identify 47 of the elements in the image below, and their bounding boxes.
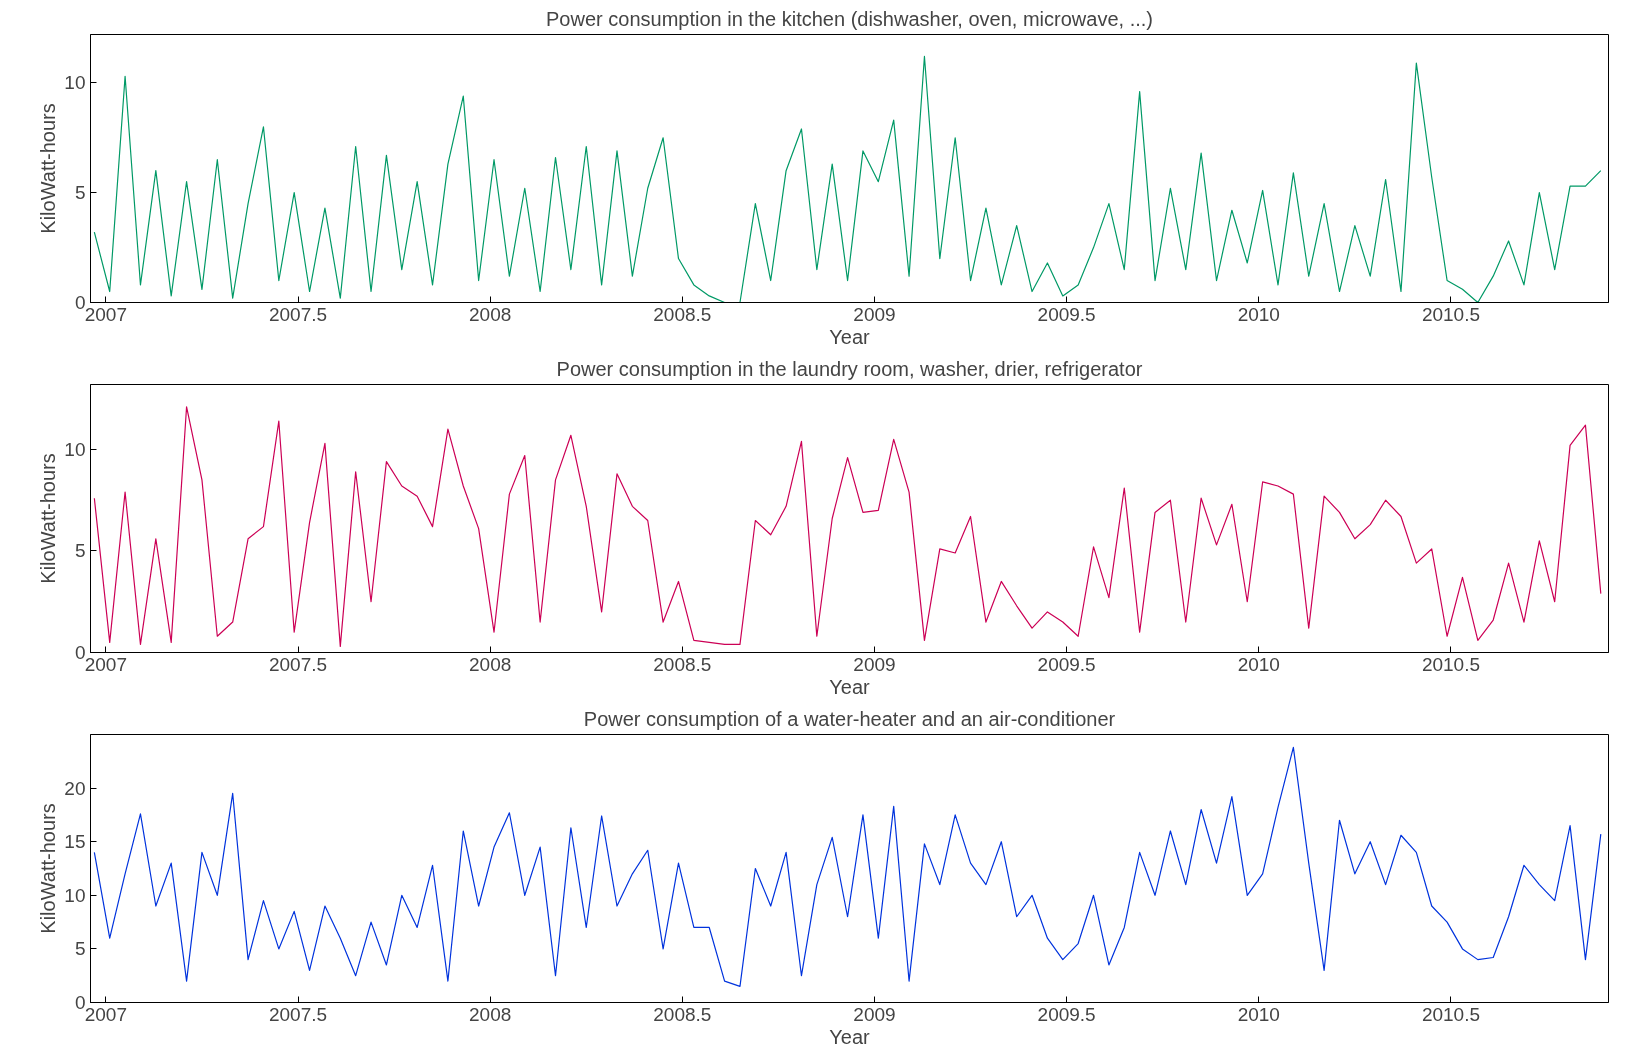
x-tick-label: 2009.5 — [1037, 653, 1096, 675]
x-tick-label: 2009 — [853, 303, 896, 325]
line-series — [93, 55, 1602, 303]
y-tick-label: 0 — [74, 292, 86, 313]
y-tick-label: 5 — [74, 182, 86, 204]
y-tick-label: 10 — [64, 438, 86, 460]
x-axis-title: Year — [829, 675, 871, 698]
x-tick-label: 2010.5 — [1421, 1003, 1480, 1025]
x-tick-label: 2007 — [84, 1003, 128, 1025]
chart-title: Power consumption in the laundry room, washer, drier, refrigerator — [556, 357, 1143, 380]
x-tick-label: 2010.5 — [1421, 653, 1480, 675]
y-tick-label: 0 — [74, 992, 86, 1013]
x-tick-label: 2008 — [469, 303, 512, 325]
y-tick-label: 5 — [74, 938, 86, 960]
x-tick-label: 2008.5 — [653, 653, 712, 675]
x-tick-label: 2008 — [469, 653, 512, 675]
y-tick-label: 10 — [64, 884, 86, 906]
x-axis-title: Year — [829, 325, 871, 348]
y-tick-label: 0 — [74, 642, 86, 663]
chart-title: Power consumption in the kitchen (dishwasher, oven, microwave, ...) — [546, 7, 1153, 30]
line-series — [93, 406, 1602, 648]
x-tick-label: 2009.5 — [1037, 303, 1096, 325]
y-tick-label: 5 — [74, 540, 86, 562]
x-tick-label: 2008 — [469, 1003, 512, 1025]
x-tick-label: 2007.5 — [268, 303, 328, 325]
x-tick-label: 2008.5 — [653, 303, 712, 325]
x-tick-label: 2009.5 — [1037, 1003, 1096, 1025]
x-tick-label: 2007.5 — [268, 1003, 328, 1025]
x-tick-label: 2009 — [853, 1003, 896, 1025]
x-tick-label: 2010 — [1237, 303, 1280, 325]
x-tick-label: 2010 — [1237, 1003, 1280, 1025]
x-tick-label: 2007 — [84, 303, 128, 325]
x-tick-label: 2007 — [84, 653, 128, 675]
y-axis-title: KiloWatt-hours — [37, 103, 60, 234]
y-tick-label: 15 — [64, 831, 86, 853]
x-axis-title: Year — [829, 1025, 871, 1048]
x-tick-label: 2008.5 — [653, 1003, 712, 1025]
x-tick-label: 2007.5 — [268, 653, 328, 675]
chart-title: Power consumption of a water-heater and an air-conditioner — [583, 707, 1116, 730]
y-axis-title: KiloWatt-hours — [37, 803, 60, 934]
y-tick-label: 10 — [64, 72, 86, 94]
x-tick-label: 2010 — [1237, 653, 1280, 675]
line-series — [93, 746, 1602, 988]
x-tick-label: 2010.5 — [1421, 303, 1480, 325]
y-axis-title: KiloWatt-hours — [37, 453, 60, 584]
y-tick-label: 20 — [64, 777, 86, 799]
x-tick-label: 2009 — [853, 653, 896, 675]
